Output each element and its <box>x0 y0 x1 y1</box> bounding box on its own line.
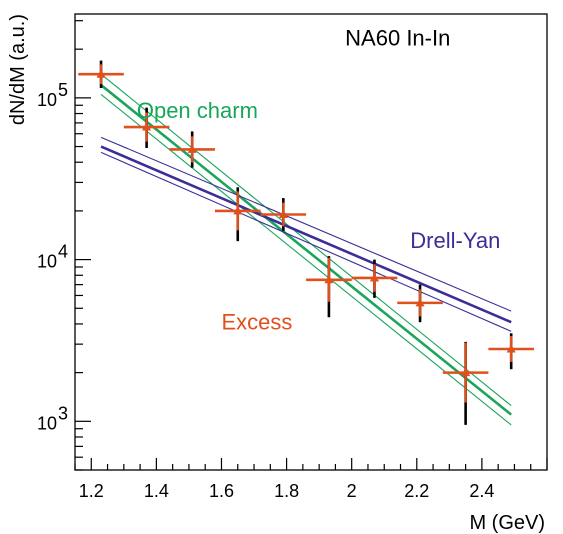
data-point-3 <box>169 131 215 168</box>
data-points <box>78 60 534 425</box>
axis-ticks <box>74 20 548 471</box>
y-tick-label-exponent: 5 <box>58 80 68 100</box>
annotations: NA60 In-In Open charm Drell-Yan Excess <box>137 26 500 335</box>
data-point-4 <box>214 187 261 242</box>
x-axis-label: M (GeV) <box>469 512 545 534</box>
y-axis-label: dN/dM (a.u.) <box>7 14 29 125</box>
open-charm-central-line <box>100 84 513 416</box>
drell-yan-lower-line <box>100 151 512 332</box>
x-tick-label: 2.2 <box>404 481 429 501</box>
data-point-marker <box>142 122 152 131</box>
data-point-marker <box>506 343 516 353</box>
y-tick-label-base: 10 <box>37 90 57 110</box>
y-tick-label-exponent: 4 <box>58 242 68 262</box>
model-bands <box>100 73 513 426</box>
data-point-7 <box>351 259 398 298</box>
data-point-marker <box>187 144 197 153</box>
plot-frame <box>74 13 548 471</box>
x-tick-label: 1.6 <box>209 481 234 501</box>
y-tick-label-base: 10 <box>37 252 57 272</box>
y-tick-label-exponent: 3 <box>58 403 68 423</box>
annotation-open-charm: Open charm <box>137 98 258 123</box>
annotation-na60-in-in: NA60 In-In <box>345 26 450 51</box>
data-point-9 <box>442 341 489 425</box>
data-point-marker <box>233 205 243 215</box>
x-tick-label: 1.4 <box>144 481 169 501</box>
annotation-drell-yan: Drell-Yan <box>410 228 500 253</box>
x-tick-label: 1.2 <box>79 481 104 501</box>
data-point-2 <box>123 107 170 148</box>
x-tick-label: 1.8 <box>274 481 299 501</box>
data-point-marker <box>96 69 106 78</box>
data-point-10 <box>488 333 534 370</box>
data-point-marker <box>324 274 334 284</box>
data-point-marker <box>278 209 288 219</box>
drell-yan-central-line <box>100 145 512 324</box>
data-point-marker <box>461 367 471 377</box>
data-point-6 <box>306 256 352 318</box>
x-tick-label: 2 <box>347 481 357 501</box>
data-point-5 <box>260 198 307 232</box>
drell-yan-upper-line <box>100 136 512 312</box>
data-point-marker <box>369 272 379 282</box>
open-charm-lower-line <box>100 94 512 426</box>
annotation-excess: Excess <box>221 309 292 334</box>
data-point-marker <box>415 297 425 307</box>
data-point-1 <box>78 60 124 89</box>
x-tick-label: 2.4 <box>469 481 494 501</box>
data-point-8 <box>397 284 443 323</box>
open-charm-upper-line <box>100 73 512 407</box>
y-tick-label-base: 10 <box>37 413 57 433</box>
